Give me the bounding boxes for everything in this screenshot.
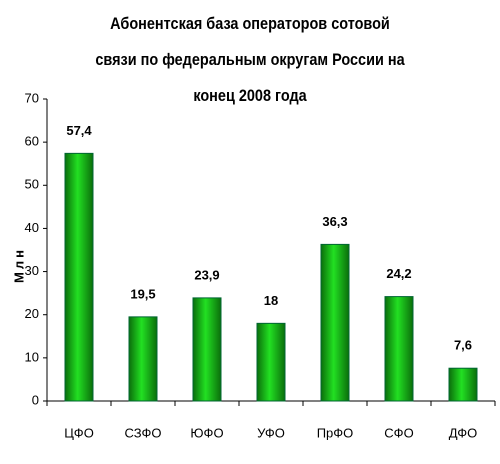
value-label: 7,6 bbox=[454, 338, 472, 353]
bar bbox=[192, 297, 222, 402]
value-label: 23,9 bbox=[194, 267, 219, 282]
bar bbox=[320, 243, 350, 402]
value-label: 19,5 bbox=[130, 286, 155, 301]
bar bbox=[256, 322, 286, 402]
bar bbox=[384, 296, 414, 402]
chart-title: Абонентская база операторов сотовой связ… bbox=[95, 14, 405, 105]
y-tick-label: 0 bbox=[32, 392, 39, 407]
value-label: 57,4 bbox=[66, 123, 92, 138]
y-tick-label: 50 bbox=[25, 177, 39, 192]
bar bbox=[64, 152, 94, 402]
y-tick-label: 30 bbox=[25, 263, 39, 278]
y-tick-label: 10 bbox=[25, 349, 39, 364]
bar bbox=[128, 316, 158, 402]
bar bbox=[448, 367, 478, 402]
x-tick-label: ЦФО bbox=[64, 425, 94, 440]
y-tick-label: 70 bbox=[25, 90, 39, 105]
x-tick-label: УФО bbox=[257, 425, 285, 440]
x-tick-label: СЗФО bbox=[125, 425, 162, 440]
value-label: 24,2 bbox=[386, 266, 411, 281]
x-tick-label: ЮФО bbox=[190, 425, 223, 440]
x-tick-label: СФО bbox=[384, 425, 413, 440]
value-label: 36,3 bbox=[322, 214, 347, 229]
value-label: 18 bbox=[264, 293, 278, 308]
x-tick-label: ПрФО bbox=[317, 425, 354, 440]
x-tick-label: ДФО bbox=[449, 425, 478, 440]
y-tick-label: 40 bbox=[25, 220, 39, 235]
y-tick-label: 20 bbox=[25, 306, 39, 321]
y-axis-label: Млн bbox=[11, 247, 26, 283]
y-tick-label: 60 bbox=[25, 134, 39, 149]
